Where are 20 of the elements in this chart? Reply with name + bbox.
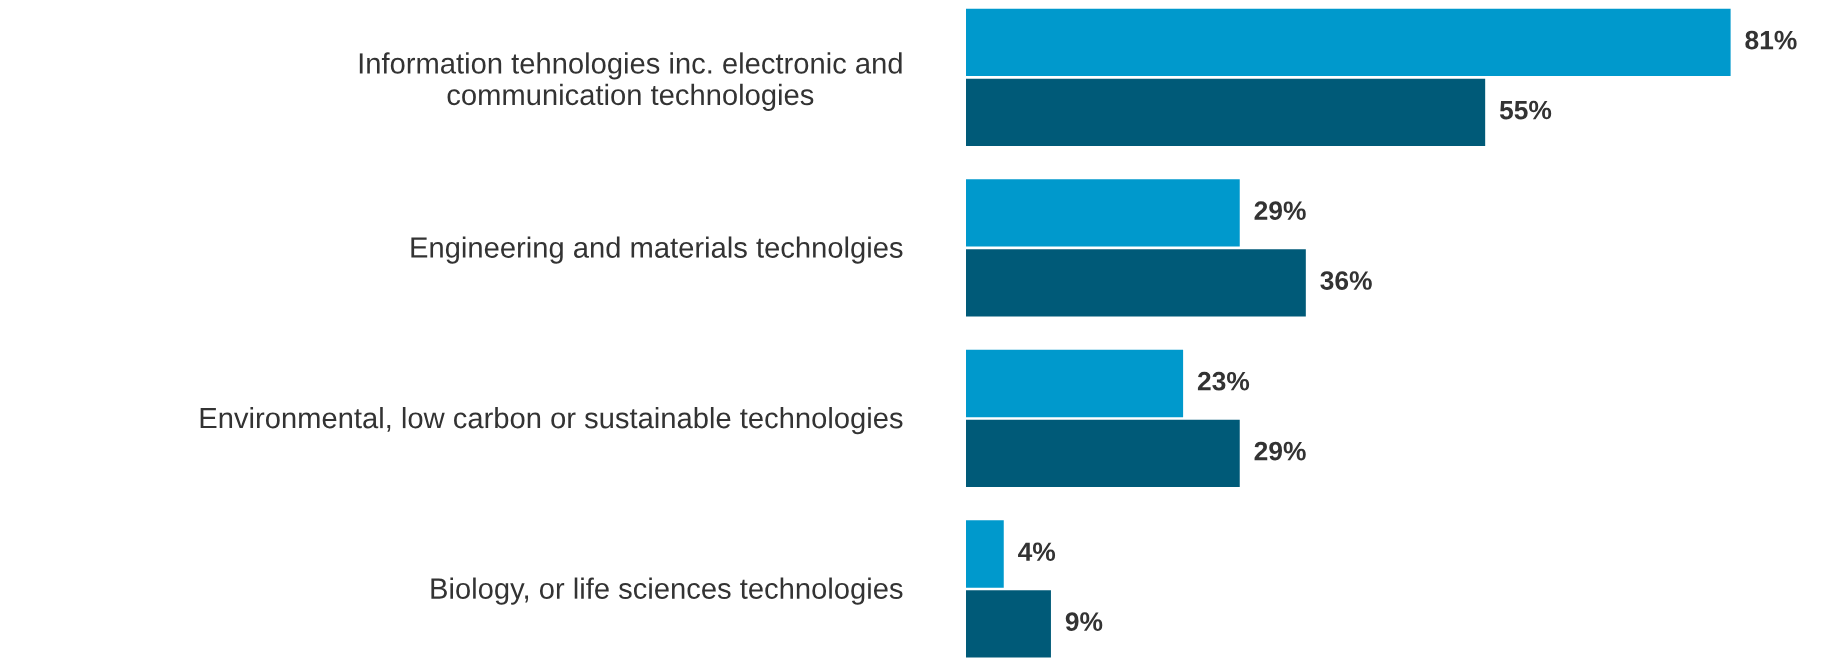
y-tick-label: Biology, or life sciences technologies	[431, 577, 903, 605]
data-label: 9%	[1065, 612, 1103, 631]
data-label: 29%	[1254, 441, 1306, 461]
bar	[965, 249, 1306, 317]
y-tick-label: Engineering and materials technolgies	[411, 236, 903, 264]
data-label: 4%	[1018, 542, 1056, 562]
data-label: 81%	[1745, 30, 1797, 50]
bar	[965, 349, 1184, 418]
bar	[965, 419, 1240, 488]
y-tick-label: Environmental, low carbon or sustainable technologies	[200, 406, 903, 435]
bar	[965, 78, 1486, 146]
data-label: 36%	[1320, 271, 1372, 290]
data-label: 29%	[1254, 201, 1306, 220]
bar	[965, 8, 1731, 77]
bar	[965, 520, 1004, 588]
bar	[965, 179, 1240, 247]
y-tick-label: Information tehnologies inc. electronic and communication technologies	[359, 52, 902, 111]
bar	[965, 590, 1051, 658]
data-label: 23%	[1197, 371, 1250, 391]
data-label: 55%	[1499, 100, 1552, 120]
